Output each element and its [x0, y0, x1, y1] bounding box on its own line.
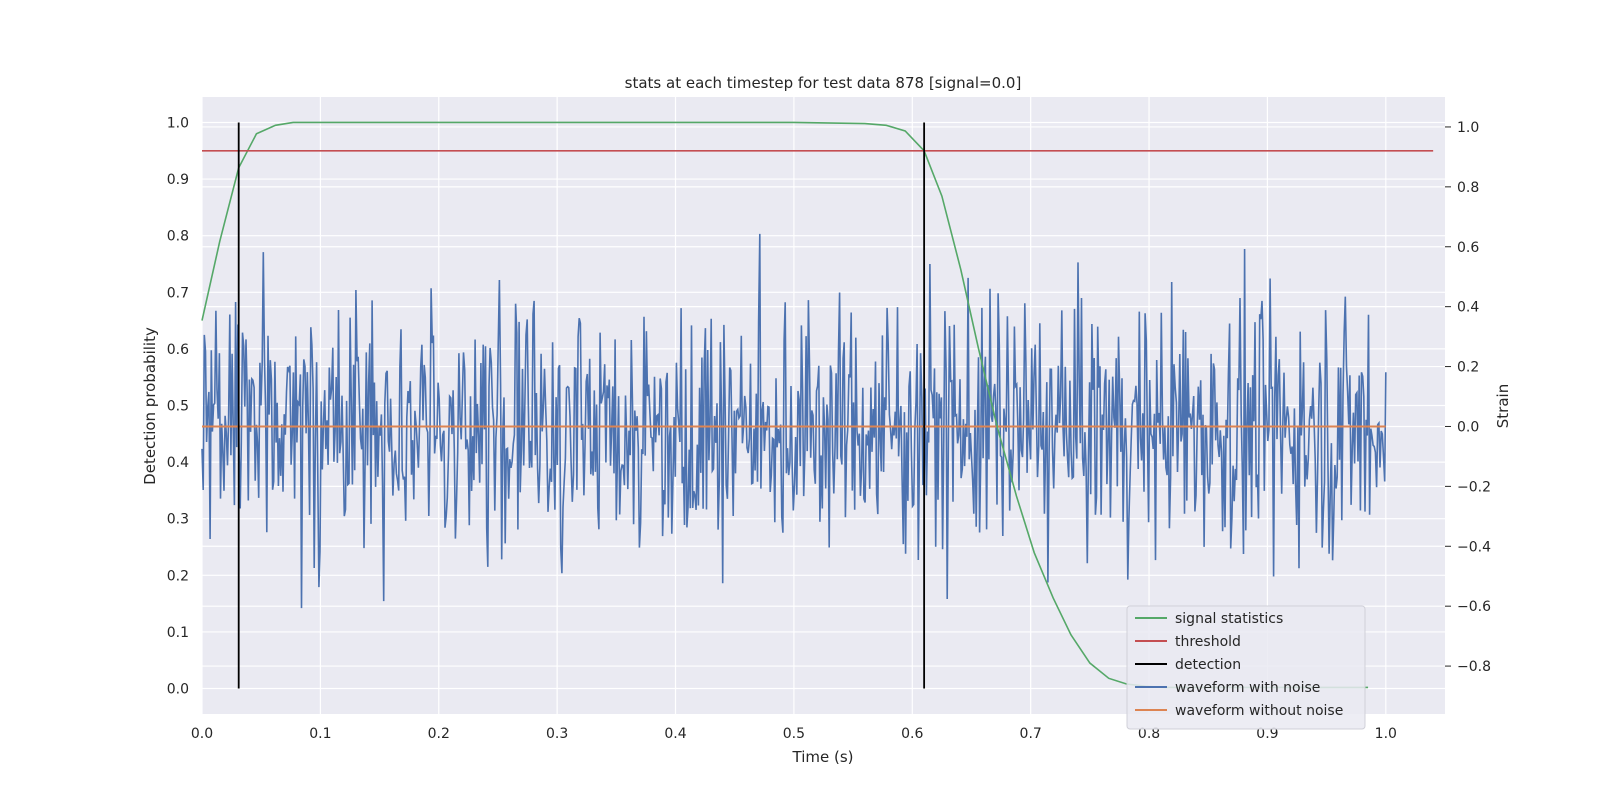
y-right-tick-label: 0.6: [1457, 240, 1479, 256]
x-tick-label: 0.0: [191, 726, 213, 742]
y-right-tick-label: −0.6: [1457, 599, 1491, 615]
x-tick-label: 0.8: [1138, 726, 1160, 742]
y-axis-right-label: Strain: [1494, 384, 1512, 428]
x-tick-label: 0.9: [1256, 726, 1278, 742]
legend-label: waveform with noise: [1175, 680, 1320, 696]
y-right-tick-label: 0.8: [1457, 180, 1479, 196]
y-left-tick-label: 0.4: [167, 455, 189, 471]
y-right-tick-label: −0.2: [1457, 479, 1491, 495]
axes-layer: 0.0 0.1 0.2 0.3 0.4 0.5 0.6 0.7 0.8 0.9 1.0 0.0 0.1 0…: [167, 115, 1491, 742]
x-tick-label: 0.6: [901, 726, 923, 742]
legend-label: threshold: [1175, 634, 1241, 650]
y-right-tick-label: 0.0: [1457, 419, 1479, 435]
y-left-tick-label: 0.5: [167, 399, 189, 415]
chart-title: stats at each timestep for test data 878…: [625, 74, 1022, 92]
legend-label: waveform without noise: [1175, 703, 1343, 719]
y-left-tick-label: 0.9: [167, 172, 189, 188]
y-right-tick-label: −0.4: [1457, 539, 1491, 555]
x-tick-label: 0.7: [1020, 726, 1042, 742]
legend-label: detection: [1175, 657, 1241, 673]
y-left-tick-label: 0.1: [167, 625, 189, 641]
y-left-tick-label: 0.7: [167, 285, 189, 301]
y-left-tick-label: 0.2: [167, 568, 189, 584]
y-right-tick-label: 0.4: [1457, 300, 1479, 316]
x-tick-label: 0.3: [546, 726, 568, 742]
x-tick-label: 0.2: [428, 726, 450, 742]
y-right-tick-label: −0.8: [1457, 659, 1491, 675]
legend: signal statistics threshold detection wavef…: [1126, 605, 1366, 730]
x-tick-label: 0.4: [664, 726, 686, 742]
y-left-tick-label: 0.3: [167, 512, 189, 528]
legend-label: signal statistics: [1175, 611, 1283, 627]
x-tick-label: 1.0: [1375, 726, 1397, 742]
y-left-tick-label: 0.0: [167, 682, 189, 698]
y-left-tick-label: 1.0: [167, 115, 189, 131]
x-axis-label: Time (s): [792, 748, 854, 766]
legend-box: [1126, 605, 1366, 730]
x-tick-label: 0.5: [783, 726, 805, 742]
y-right-tick-label: 1.0: [1457, 120, 1479, 136]
x-tick-label: 0.1: [309, 726, 331, 742]
y-axis-left-label: Detection probability: [141, 327, 159, 485]
y-left-tick-label: 0.6: [167, 342, 189, 358]
series-waveform-with-noise: [201, 233, 1387, 609]
y-left-tick-label: 0.8: [167, 229, 189, 245]
y-right-tick-label: 0.2: [1457, 360, 1479, 376]
